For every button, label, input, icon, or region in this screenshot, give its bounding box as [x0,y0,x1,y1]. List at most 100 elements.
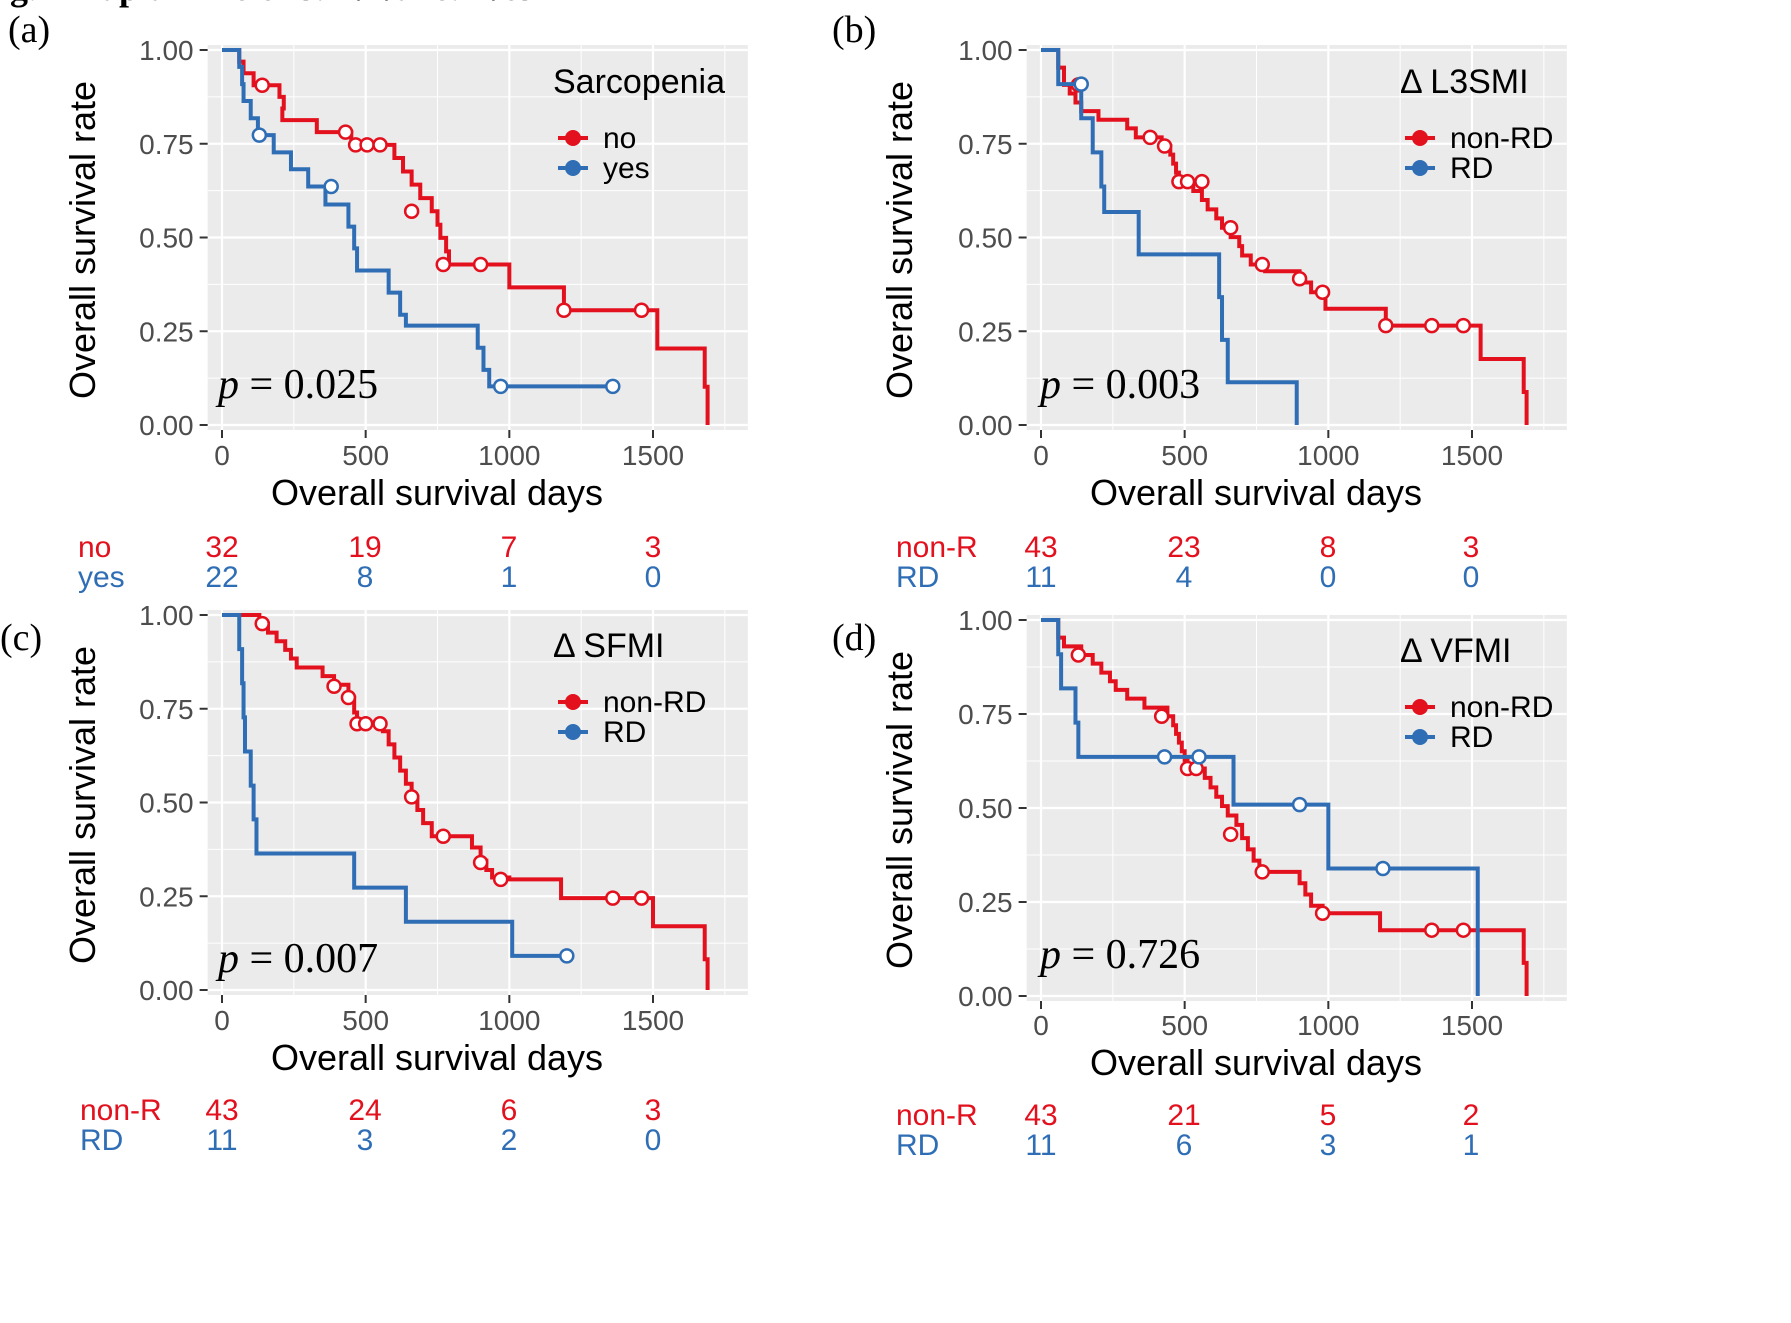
figure-header: ig. 4 Kaplan-Meier survival curves [0,0,532,8]
censor-mark [633,302,650,318]
censor-mark [435,256,451,273]
panel-letter: (a) [8,9,50,51]
risk-table-count: 6 [1176,1129,1193,1162]
x-tick-label: 1000 [1297,1010,1359,1041]
censor-mark [1254,256,1270,273]
legend-label: yes [603,152,650,185]
x-tick-label: 0 [1033,1010,1049,1041]
legend-key-dot [565,724,581,740]
y-tick-label: 0.00 [958,981,1013,1012]
censor-mark [1191,749,1207,765]
risk-table-count: 3 [1463,531,1480,564]
y-tick-label: 0.50 [139,223,194,254]
x-tick-label: 1500 [622,1005,684,1036]
censor-mark [254,615,270,632]
censor-mark [1424,317,1440,334]
y-tick-label: 1.00 [958,605,1013,636]
censor-mark [1156,138,1173,154]
y-tick-label: 0.25 [958,316,1013,347]
legend-key-dot [1412,729,1428,745]
legend-label: RD [1450,152,1493,185]
risk-table-count: 6 [501,1094,518,1127]
censor-mark [254,77,270,93]
legend-key-dot [565,160,581,176]
legend-label: non-RD [1450,691,1553,724]
risk-table-label: non-R [80,1094,162,1127]
p-value: p = 0.726 [1037,932,1200,978]
y-tick-label: 0.75 [139,694,194,725]
y-tick-label: 0.75 [139,129,194,160]
risk-table-count: 0 [645,1124,662,1157]
risk-table-count: 7 [501,531,518,564]
censor-mark [472,854,489,871]
y-axis-title: Overall survival rate [62,81,103,399]
survival-curve-RD [222,613,567,958]
y-axis-title: Overall survival rate [62,646,103,964]
risk-table-count: 3 [645,1094,662,1127]
risk-table-count: 43 [205,1094,238,1127]
y-tick-label: 1.00 [139,600,194,631]
censor-mark [337,124,354,140]
risk-table-count: 11 [1025,1129,1056,1162]
p-value: p = 0.007 [215,936,378,982]
censor-mark [359,137,375,153]
survival-curve-non-RD [1041,618,1529,996]
km-panel-4: 0 500 1000 1500 0.00 0.25 0.50 0.75 1.00 Overall … [832,605,1567,1162]
survival-curve-yes [222,48,613,389]
risk-table-count: 1 [501,561,518,594]
censor-mark [1375,860,1391,877]
x-tick-label: 1000 [478,1005,540,1036]
risk-table-count: 22 [205,561,238,594]
risk-table-count: 0 [645,561,662,594]
legend-label: non-RD [1450,122,1553,155]
p-value: p = 0.003 [1037,362,1200,408]
risk-table-count: 0 [1463,561,1480,594]
censor-mark [1073,76,1089,92]
y-tick-label: 1.00 [958,35,1013,66]
y-tick-label: 0.25 [139,316,194,347]
censor-mark [1142,129,1158,146]
survival-curve-RD [1041,618,1480,996]
censor-mark [472,256,489,273]
x-tick-label: 500 [1161,1010,1208,1041]
km-panel-3: 0 500 1000 1500 0.00 0.25 0.50 0.75 1.00 Overall … [0,600,748,1157]
y-tick-label: 0.00 [958,410,1013,441]
censor-mark [1424,922,1440,938]
risk-table-count: 5 [1320,1099,1337,1132]
censor-mark [372,137,388,153]
risk-table-count: 43 [1024,1099,1057,1132]
legend-title: Δ L3SMI [1400,63,1529,101]
risk-table-count: 3 [645,531,662,564]
legend-title: Δ VFMI [1400,632,1512,670]
y-axis-title: Overall survival rate [879,81,920,399]
km-panel-2: 0 500 1000 1500 0.00 0.25 0.50 0.75 1.00 Overall … [832,9,1567,594]
legend-title: Δ SFMI [553,627,665,665]
censor-mark [326,678,342,694]
legend-label: no [603,122,636,155]
y-tick-label: 0.25 [139,881,194,912]
y-tick-label: 0.50 [958,793,1013,824]
risk-table-count: 4 [1176,561,1193,594]
y-tick-label: 0.00 [139,975,194,1006]
censor-mark [556,302,572,318]
censor-mark [1378,317,1394,334]
panel-letter: (d) [832,617,876,659]
x-tick-label: 0 [214,440,230,471]
censor-mark [340,689,357,706]
km-panel-1: 0 500 1000 1500 0.00 0.25 0.50 0.75 1.00 Overall … [8,9,748,594]
x-tick-label: 1500 [1441,440,1503,471]
legend-key-dot [1412,130,1428,146]
censor-mark [323,178,339,195]
risk-table-label: RD [896,1129,939,1162]
censor-mark [1153,708,1170,725]
censor-mark [1254,864,1270,880]
censor-mark [1070,647,1087,663]
panel-letter: (c) [0,617,42,659]
censor-mark [1291,796,1308,813]
censor-mark [1455,922,1472,938]
censor-mark [1291,271,1308,287]
risk-table-count: 8 [357,561,374,594]
risk-table-count: 11 [206,1124,237,1157]
panel-letter: (b) [832,9,876,51]
x-axis-title: Overall survival days [271,1037,603,1078]
